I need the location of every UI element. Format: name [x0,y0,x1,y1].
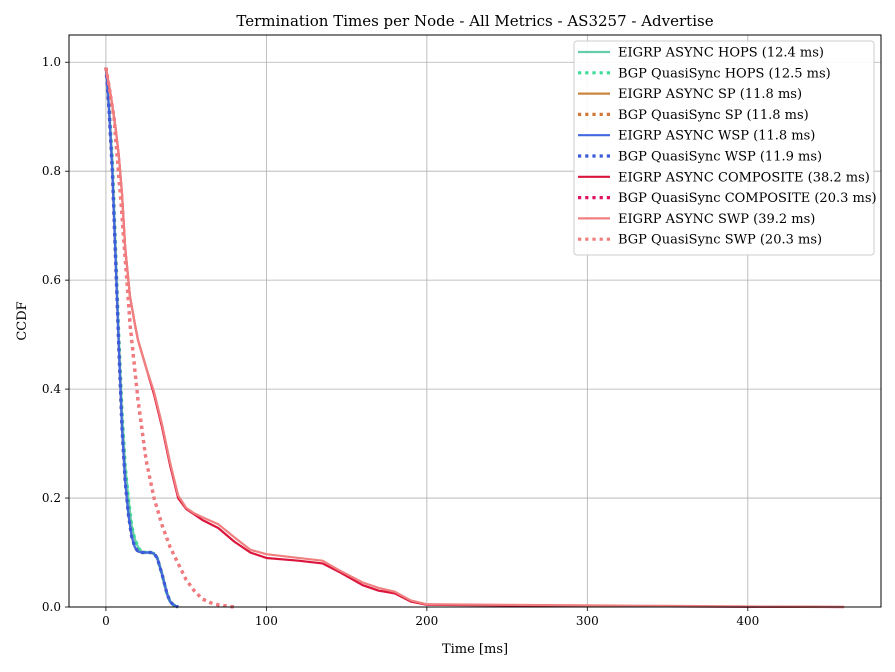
legend-label: EIGRP ASYNC HOPS (12.4 ms) [618,46,824,61]
legend-label: BGP QuasiSync COMPOSITE (20.3 ms) [618,191,877,206]
y-tick-label: 1.0 [42,55,61,69]
x-tick-label: 300 [576,614,599,628]
legend-label: BGP QuasiSync SP (11.8 ms) [618,108,809,123]
legend-label: EIGRP ASYNC SWP (39.2 ms) [618,212,815,227]
x-axis-label: Time [ms] [442,642,508,657]
chart-title: Termination Times per Node - All Metrics… [236,12,713,30]
x-tick-label: 100 [255,614,278,628]
legend-box [573,40,875,256]
series-line-9 [104,67,845,609]
legend-label: BGP QuasiSync SWP (20.3 ms) [618,233,822,248]
y-tick-label: 0.8 [42,164,61,178]
series-line-10 [104,67,235,609]
y-tick-label: 0.2 [42,491,61,505]
legend-label: EIGRP ASYNC SP (11.8 ms) [618,87,802,102]
legend-label: EIGRP ASYNC COMPOSITE (38.2 ms) [618,170,870,185]
legend: EIGRP ASYNC HOPS (12.4 ms) BGP QuasiSync … [573,40,877,256]
legend-label: BGP QuasiSync HOPS (12.5 ms) [618,66,831,81]
axes-frame [68,34,882,608]
x-tick-label: 0 [102,614,110,628]
y-tick-label: 0.4 [42,382,61,396]
legend-label: EIGRP ASYNC WSP (11.8 ms) [618,129,815,144]
x-tick-label: 200 [415,614,438,628]
legend-label: BGP QuasiSync WSP (11.9 ms) [618,150,822,165]
y-axis-label: CCDF [15,301,30,340]
y-tick-label: 0.6 [42,273,61,287]
x-tick-label: 400 [736,614,759,628]
axis-ticks: 0 100 200 300 400 0.0 0.2 0.4 0.6 0.8 1.0 [42,55,759,628]
y-tick-label: 0.0 [42,600,61,614]
series-line-5 [104,67,179,609]
plot-area [104,67,845,609]
